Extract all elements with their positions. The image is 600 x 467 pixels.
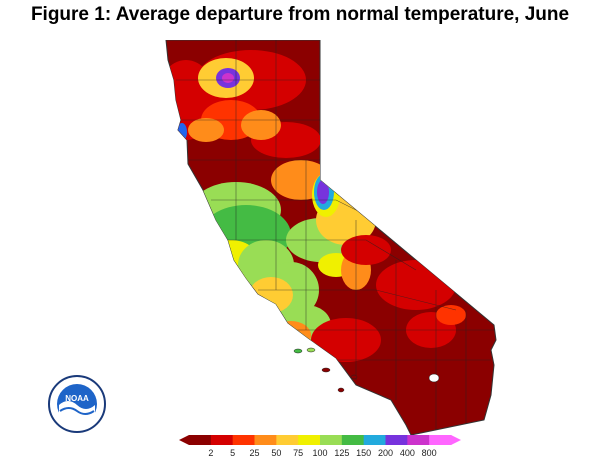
svg-text:NOAA: NOAA bbox=[65, 394, 89, 403]
legend-tick-label: 400 bbox=[399, 448, 415, 458]
legend-swatch bbox=[232, 435, 255, 445]
color-scale-legend bbox=[179, 435, 461, 445]
legend-tick-label: 125 bbox=[334, 448, 350, 458]
legend-swatch bbox=[407, 435, 430, 445]
legend-swatch bbox=[363, 435, 386, 445]
legend-swatch bbox=[189, 435, 212, 445]
legend-swatch bbox=[429, 435, 452, 445]
legend-swatch bbox=[298, 435, 321, 445]
legend-swatch bbox=[276, 435, 299, 445]
legend-tick-labels: 2 5 25 50 75 100 125 150 200 400 800 bbox=[175, 448, 465, 462]
legend-tick-label: 25 bbox=[249, 448, 260, 458]
legend-tick-label: 5 bbox=[230, 448, 236, 458]
legend-swatch bbox=[320, 435, 343, 445]
legend-tick-label: 800 bbox=[421, 448, 437, 458]
legend-tick-label: 150 bbox=[356, 448, 372, 458]
legend-swatch bbox=[385, 435, 408, 445]
legend-swatch bbox=[341, 435, 365, 445]
legend-arrow-right bbox=[451, 435, 461, 445]
legend-tick-label: 2 bbox=[208, 448, 214, 458]
legend-swatch bbox=[254, 435, 277, 445]
map-panel bbox=[36, 40, 596, 465]
legend-tick-label: 75 bbox=[293, 448, 304, 458]
noaa-logo-icon: NOAA bbox=[48, 375, 106, 433]
figure-title: Figure 1: Average departure from normal … bbox=[30, 4, 570, 25]
legend-tick-label: 100 bbox=[312, 448, 328, 458]
legend-swatch bbox=[210, 435, 234, 445]
county-boundaries bbox=[176, 40, 496, 430]
legend-arrow-left bbox=[179, 435, 189, 445]
legend-tick-label: 200 bbox=[377, 448, 394, 458]
legend-tick-label: 50 bbox=[271, 448, 282, 458]
california-map bbox=[165, 40, 497, 436]
